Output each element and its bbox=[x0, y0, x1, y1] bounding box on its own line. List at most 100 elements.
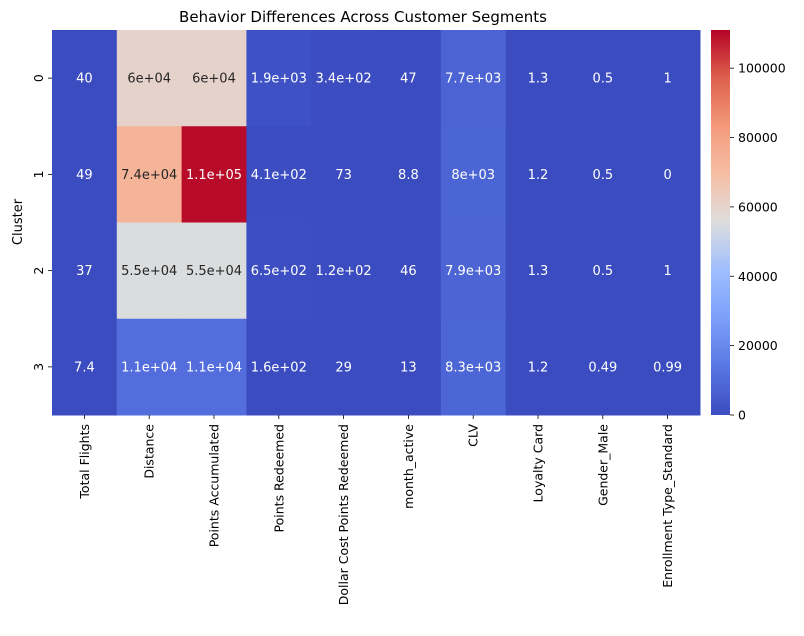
cell-annotation: 6.5e+02 bbox=[251, 264, 307, 279]
colorbar-tick-label: 0 bbox=[738, 408, 746, 423]
heatmap-cell bbox=[52, 222, 118, 320]
heatmap-cell bbox=[246, 126, 312, 223]
cell-annotation: 73 bbox=[335, 168, 352, 183]
cell-annotation: 37 bbox=[76, 264, 93, 279]
cell-annotation: 1.1e+04 bbox=[186, 360, 242, 375]
cell-annotation: 1.2 bbox=[528, 168, 549, 183]
cell-annotation: 1 bbox=[663, 264, 671, 279]
heatmap-cell bbox=[376, 126, 442, 223]
x-tick-label: Loyalty Card bbox=[531, 424, 546, 502]
y-tick-label: 3 bbox=[31, 363, 46, 371]
heatmap-cell bbox=[52, 30, 118, 127]
colorbar-ticks: 0 20000 40000 60000 80000 100000 bbox=[730, 61, 786, 423]
heatmap-cell bbox=[181, 318, 247, 416]
heatmap-cell bbox=[570, 30, 636, 127]
cell-annotation: 13 bbox=[400, 360, 417, 375]
heatmap-cell bbox=[246, 30, 312, 127]
x-tick-label: Dollar Cost Points Redeemed bbox=[336, 424, 351, 605]
heatmap-cell bbox=[440, 222, 507, 320]
cell-annotation: 1.2e+02 bbox=[316, 264, 372, 279]
cell-annotation: 1.6e+02 bbox=[251, 360, 307, 375]
heatmap-cell bbox=[311, 318, 377, 416]
cell-annotation: 7.4e+04 bbox=[121, 168, 177, 183]
heatmap-cell bbox=[440, 30, 507, 127]
colorbar-tick-label: 100000 bbox=[738, 61, 786, 76]
x-tick-label: Enrollment Type_Standard bbox=[660, 424, 675, 588]
x-tick-label: Distance bbox=[142, 424, 157, 479]
cell-annotation: 49 bbox=[76, 168, 93, 183]
heatmap-cell bbox=[246, 222, 312, 320]
x-tick-label: Points Accumulated bbox=[207, 424, 222, 547]
colorbar-tick-label: 60000 bbox=[738, 199, 778, 214]
y-tick-label: 2 bbox=[31, 267, 46, 275]
cell-annotation: 1.1e+05 bbox=[186, 168, 242, 183]
colorbar-tick-label: 40000 bbox=[738, 269, 778, 284]
heatmap-cell bbox=[440, 318, 507, 416]
cell-annotation: 47 bbox=[400, 72, 417, 87]
y-axis-label: Cluster bbox=[11, 198, 26, 245]
heatmap-cell bbox=[181, 126, 247, 223]
heatmap-cell bbox=[311, 30, 377, 127]
y-tick-label: 1 bbox=[31, 170, 46, 178]
heatmap-cell bbox=[635, 318, 701, 416]
cell-annotation: 6e+04 bbox=[127, 72, 171, 87]
cell-annotation: 8.3e+03 bbox=[445, 360, 501, 375]
y-tick-label: 0 bbox=[31, 74, 46, 82]
heatmap-cells bbox=[52, 30, 701, 416]
cell-annotation: 6e+04 bbox=[192, 72, 236, 87]
heatmap-cell bbox=[116, 222, 183, 320]
cell-annotation: 7.9e+03 bbox=[445, 264, 501, 279]
cell-annotation: 0.99 bbox=[653, 360, 682, 375]
cell-annotation: 7.7e+03 bbox=[445, 72, 501, 87]
heatmap-cell bbox=[116, 126, 183, 223]
cell-annotation: 0.49 bbox=[588, 360, 617, 375]
x-tick-label: month_active bbox=[401, 424, 416, 509]
heatmap-cell bbox=[52, 318, 118, 416]
colorbar-tick-label: 20000 bbox=[738, 338, 778, 353]
heatmap-cell bbox=[570, 318, 636, 416]
y-axis-ticks: 0 1 2 3 bbox=[31, 74, 52, 371]
heatmap-cell bbox=[311, 126, 377, 223]
heatmap-cell bbox=[635, 30, 701, 127]
cell-annotation: 1.2 bbox=[528, 360, 549, 375]
heatmap-cell bbox=[505, 318, 571, 416]
cell-annotation: 1.3 bbox=[528, 264, 549, 279]
cell-annotation: 5.5e+04 bbox=[186, 264, 242, 279]
heatmap-cell bbox=[570, 222, 636, 320]
colorbar-tick-label: 80000 bbox=[738, 130, 778, 145]
colorbar bbox=[711, 30, 730, 415]
cell-annotation: 8e+03 bbox=[451, 168, 495, 183]
cell-annotation: 3.4e+02 bbox=[316, 72, 372, 87]
heatmap-cell bbox=[505, 126, 571, 223]
heatmap-annotations: 40 6e+04 6e+04 1.9e+03 3.4e+02 47 7.7e+03 1.3 0.… bbox=[74, 72, 682, 376]
cell-annotation: 1.1e+04 bbox=[121, 360, 177, 375]
heatmap-cell bbox=[505, 30, 571, 127]
cell-annotation: 0.5 bbox=[592, 168, 613, 183]
heatmap-cell bbox=[440, 126, 507, 223]
heatmap-cell bbox=[570, 126, 636, 223]
cell-annotation: 1.9e+03 bbox=[251, 72, 307, 87]
cell-annotation: 1 bbox=[663, 72, 671, 87]
heatmap-cell bbox=[181, 30, 247, 127]
heatmap-cell bbox=[376, 318, 442, 416]
x-tick-label: Points Redeemed bbox=[271, 424, 286, 532]
cell-annotation: 1.3 bbox=[528, 72, 549, 87]
cell-annotation: 8.8 bbox=[398, 168, 419, 183]
cell-annotation: 46 bbox=[400, 264, 417, 279]
chart-title: Behavior Differences Across Customer Seg… bbox=[179, 8, 547, 26]
cell-annotation: 40 bbox=[76, 72, 93, 87]
cell-annotation: 29 bbox=[335, 360, 352, 375]
cell-annotation: 4.1e+02 bbox=[251, 168, 307, 183]
heatmap-cell bbox=[635, 222, 701, 320]
heatmap-cell bbox=[52, 126, 118, 223]
x-axis-ticks: Total Flights Distance Points Accumulated P… bbox=[77, 415, 675, 605]
heatmap-cell bbox=[246, 318, 312, 416]
heatmap-cell bbox=[311, 222, 377, 320]
cell-annotation: 7.4 bbox=[74, 360, 95, 375]
cell-annotation: 0.5 bbox=[592, 264, 613, 279]
heatmap-cell bbox=[116, 318, 183, 416]
heatmap-cell bbox=[181, 222, 247, 320]
x-tick-label: Gender_Male bbox=[595, 424, 610, 506]
heatmap-cell bbox=[376, 30, 442, 127]
